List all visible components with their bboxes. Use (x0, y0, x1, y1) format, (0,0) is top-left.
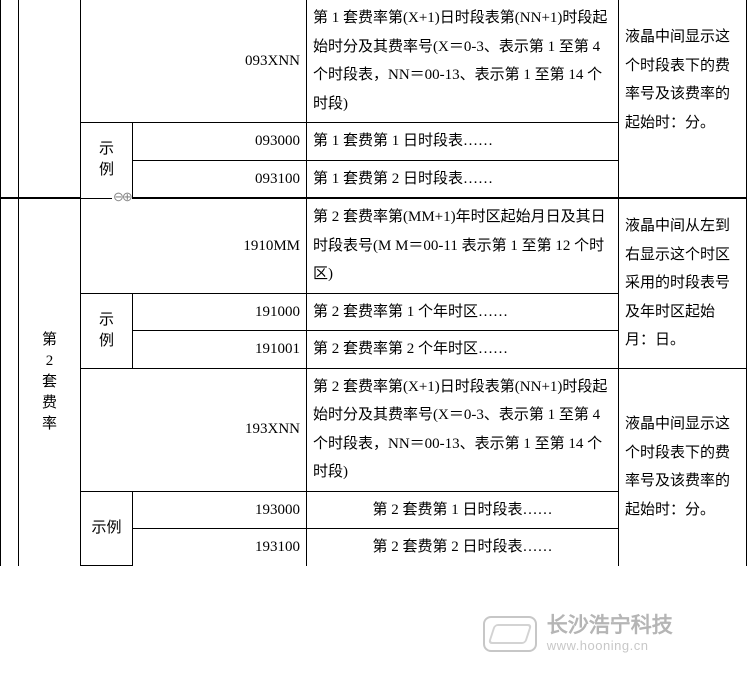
desc-cell: 第 2 套费率第 1 个年时区…… (307, 293, 619, 331)
desc-cell: 第 2 套费第 2 日时段表…… (307, 529, 619, 566)
example-label: 示例 (81, 293, 133, 368)
desc-cell: 第 2 套费率第(MM+1)年时区起始月日及其日时段表号(M M＝00-11 表… (307, 199, 619, 294)
example-label: 示例 (81, 123, 133, 198)
blank-cell (1, 123, 19, 161)
table-row: 093XNN 第 1 套费率第(X+1)日时段表第(NN+1)时段起始时分及其费… (1, 0, 747, 123)
code-cell: 193XNN (81, 368, 307, 491)
note-cell: 液晶中间显示这个时段表下的费率号及该费率的起始时：分。 (619, 0, 747, 160)
watermark-logo-icon (483, 616, 537, 652)
blank-cell (1, 160, 19, 198)
code-cell: 193000 (133, 491, 307, 529)
spec-table: 093XNN 第 1 套费率第(X+1)日时段表第(NN+1)时段起始时分及其费… (0, 0, 747, 198)
example-label: 示例 (81, 491, 133, 566)
blank-cell (1, 0, 19, 123)
code-cell: 093100 (133, 160, 307, 198)
watermark: 长沙浩宁科技 www.hooning.cn (483, 614, 733, 654)
note-cell: 液晶中间显示这个时段表下的费率号及该费率的起始时：分。 (619, 368, 747, 566)
spec-table-2: 第2套费率 1910MM 第 2 套费率第(MM+1)年时区起始月日及其日时段表… (0, 198, 747, 566)
blank-cell (19, 0, 81, 123)
group-label: 第2套费率 (19, 199, 81, 566)
desc-cell: 第 1 套费第 2 日时段表…… (307, 160, 619, 198)
table-row: 193XNN 第 2 套费率第(X+1)日时段表第(NN+1)时段起始时分及其费… (1, 368, 747, 491)
watermark-en: www.hooning.cn (547, 638, 649, 653)
desc-cell: 第 2 套费率第(X+1)日时段表第(NN+1)时段起始时分及其费率号(X＝0-… (307, 368, 619, 491)
blank-cell (619, 160, 747, 198)
desc-cell: 第 1 套费第 1 日时段表…… (307, 123, 619, 161)
code-cell: 191000 (133, 293, 307, 331)
table-row: 第2套费率 1910MM 第 2 套费率第(MM+1)年时区起始月日及其日时段表… (1, 199, 747, 294)
code-cell: 1910MM (81, 199, 307, 294)
desc-cell: 第 2 套费率第 2 个年时区…… (307, 331, 619, 369)
watermark-cn: 长沙浩宁科技 (547, 614, 673, 637)
blank-cell (1, 199, 19, 566)
expand-collapse-icon[interactable]: ⊖⊕ (112, 189, 132, 205)
note-cell: 液晶中间从左到右显示这个时区采用的时段表号及年时区起始月：日。 (619, 199, 747, 369)
blank-cell (19, 123, 81, 161)
code-cell: 191001 (133, 331, 307, 369)
desc-cell: 第 2 套费第 1 日时段表…… (307, 491, 619, 529)
blank-cell (19, 160, 81, 198)
code-cell: 193100 (133, 529, 307, 566)
code-cell: 093XNN (81, 0, 307, 123)
code-cell: 093000 (133, 123, 307, 161)
desc-cell: 第 1 套费率第(X+1)日时段表第(NN+1)时段起始时分及其费率号(X＝0-… (307, 0, 619, 123)
